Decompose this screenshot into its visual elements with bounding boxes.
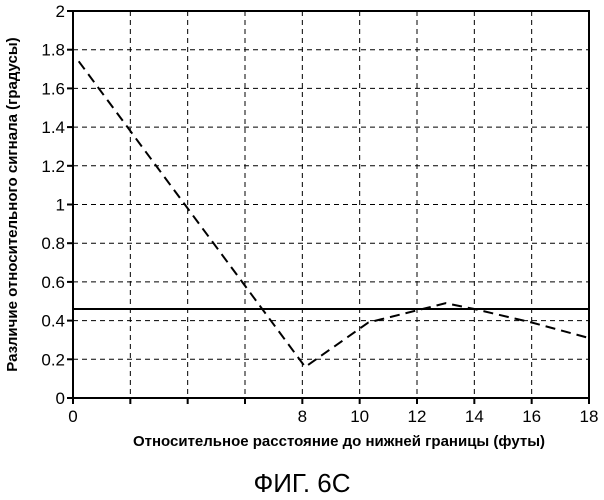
x-tick-labels: 0 8 10 12 14 16 18 [68, 407, 598, 426]
y-tick-label: 0.6 [41, 273, 65, 292]
x-tick-label: 14 [465, 407, 484, 426]
figure-label: ФИГ. 6С [253, 468, 350, 498]
y-tick-label: 0 [56, 389, 65, 408]
x-tick-label: 16 [522, 407, 541, 426]
y-tick-label: 1.4 [41, 118, 65, 137]
x-axis-label: Относительное расстояние до нижней грани… [133, 433, 545, 450]
grid [73, 11, 589, 398]
y-tick-label: 1 [56, 196, 65, 215]
series-line-dashed [77, 60, 590, 369]
x-tick-label: 18 [580, 407, 599, 426]
y-tick-label: 2 [56, 2, 65, 21]
y-tick-label: 1.6 [41, 79, 65, 98]
x-tick-label: 8 [298, 407, 307, 426]
y-tick-label: 1.8 [41, 41, 65, 60]
y-tick-label: 0.8 [41, 234, 65, 253]
y-tick-label: 1.2 [41, 157, 65, 176]
y-tick-label: 0.4 [41, 312, 65, 331]
x-tick-label: 12 [408, 407, 427, 426]
y-tick-labels: 0 0.2 0.4 0.6 0.8 1 1.2 1.4 1.6 1.8 2 [41, 2, 65, 408]
x-tick-label: 0 [68, 407, 77, 426]
tick-marks [67, 10, 590, 404]
plot-frame [72, 10, 590, 399]
y-axis-label: Различие относительного сигнала (градусы… [4, 37, 21, 371]
y-tick-label: 0.2 [41, 350, 65, 369]
series-layer [73, 60, 590, 369]
x-tick-label: 10 [350, 407, 369, 426]
